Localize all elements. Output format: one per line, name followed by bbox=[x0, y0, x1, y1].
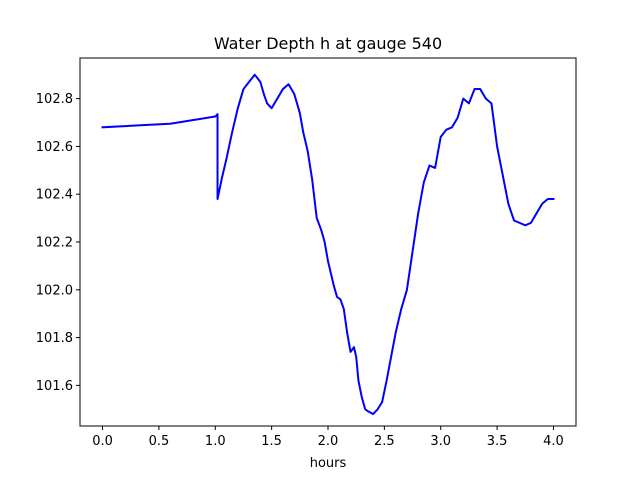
x-axis-label: hours bbox=[310, 456, 347, 471]
axis-ticks: 0.0 0.5 1.0 1.5 2.0 2.5 3.0 3.5 4.0 101.6 101.8 102… bbox=[36, 92, 564, 449]
x-tick-label: 0.5 bbox=[149, 434, 170, 449]
x-tick-label: 1.0 bbox=[205, 434, 226, 449]
x-tick-label: 3.5 bbox=[487, 434, 508, 449]
series-line-0 bbox=[101, 73, 555, 416]
x-tick-label: 2.0 bbox=[318, 434, 339, 449]
plot-area bbox=[101, 73, 555, 416]
y-tick-label: 102.6 bbox=[36, 140, 73, 155]
y-tick-label: 101.6 bbox=[36, 379, 73, 394]
y-tick-label: 102.2 bbox=[36, 236, 73, 251]
x-tick-label: 0.0 bbox=[92, 434, 113, 449]
y-tick-label: 102.0 bbox=[36, 283, 73, 298]
x-tick-label: 4.0 bbox=[543, 434, 564, 449]
x-tick-label: 1.5 bbox=[261, 434, 282, 449]
y-tick-label: 101.8 bbox=[36, 331, 73, 346]
x-tick-label: 3.0 bbox=[430, 434, 451, 449]
axes-frame bbox=[79, 57, 577, 427]
y-tick-label: 102.8 bbox=[36, 92, 73, 107]
chart-title: Water Depth h at gauge 540 bbox=[214, 34, 442, 53]
x-tick-label: 2.5 bbox=[374, 434, 395, 449]
y-tick-label: 102.4 bbox=[36, 188, 73, 203]
